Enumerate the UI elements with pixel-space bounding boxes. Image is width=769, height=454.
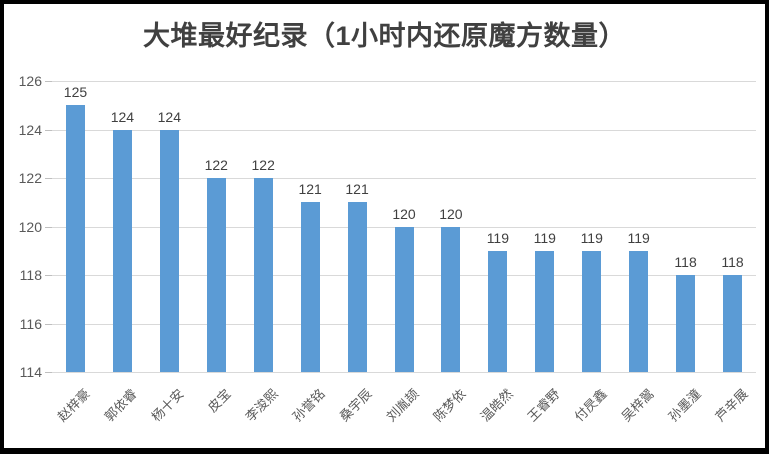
bar: [535, 250, 555, 372]
bar-value-label: 119: [486, 229, 510, 246]
y-axis-tick-label: 118: [19, 267, 42, 283]
bar-value-label: 124: [157, 108, 181, 125]
bar-value-label: 120: [439, 205, 463, 222]
y-axis-tick-label: 126: [18, 73, 42, 89]
y-axis-tick: [45, 81, 52, 82]
bar-value-label: 120: [392, 205, 416, 222]
bar-chart-plot-area: 114 116 118 120 122 124 126 125 赵梓豪 124 郭依睿 124 杨十安 1…: [4, 4, 765, 448]
bar-value-label: 119: [580, 229, 603, 246]
x-axis-category-label: 陈梦依: [430, 386, 469, 425]
bar-value-label: 121: [345, 181, 369, 198]
chart-title: 大堆最好纪录（1小时内还原魔方数量）: [142, 21, 626, 51]
bar-value-label: 122: [204, 157, 228, 173]
bar: [159, 129, 179, 372]
bar: [300, 202, 320, 372]
y-gridline: [52, 81, 756, 82]
y-gridline: [52, 178, 756, 179]
x-axis-category-label: 刘胤颉: [383, 386, 422, 425]
bar: [441, 226, 461, 372]
bar: [206, 178, 226, 372]
x-axis-category-label: 郭依睿: [101, 386, 141, 425]
y-axis-tick-label: 114: [19, 364, 42, 380]
x-axis-category-label: 孙誉铭: [289, 386, 328, 425]
bar: [347, 202, 367, 372]
bar: [723, 275, 743, 372]
y-gridline: [52, 372, 756, 373]
y-axis-tick: [45, 129, 52, 131]
y-axis-tick: [45, 323, 52, 325]
x-axis-category-label: 皮宝: [204, 386, 234, 416]
bar-value-label: 122: [251, 157, 275, 173]
y-axis-tick: [45, 275, 52, 276]
bar-value-label: 118: [674, 254, 697, 270]
bar: [253, 178, 273, 372]
y-axis-tick-label: 124: [18, 121, 42, 138]
y-axis-tick: [45, 178, 52, 179]
bar: [676, 275, 696, 372]
x-axis-category-label: 杨十安: [148, 386, 188, 425]
bar: [488, 250, 508, 372]
y-axis-tick-label: 116: [19, 315, 42, 332]
bar-value-label: 124: [110, 108, 135, 125]
bar: [394, 226, 414, 372]
x-axis-category-label: 赵梓豪: [54, 386, 94, 425]
x-axis-category-label: 孙墨潼: [665, 386, 704, 425]
bar-value-label: 125: [63, 84, 88, 101]
bar: [112, 129, 132, 372]
x-axis-category-label: 王睿野: [524, 386, 563, 425]
y-axis-tick: [45, 372, 52, 373]
x-axis-category-label: 桑宇辰: [336, 386, 375, 425]
y-gridline: [52, 129, 756, 131]
x-axis-category-label: 芦辛展: [712, 386, 751, 425]
x-axis-category-label: 温皓然: [477, 386, 516, 425]
y-axis-tick: [45, 226, 52, 228]
bar-value-label: 119: [627, 229, 650, 246]
x-axis-category-label: 李浚熙: [242, 386, 281, 425]
x-axis-category-label: 付昃鑫: [571, 386, 610, 425]
bar-value-label: 118: [721, 254, 744, 270]
x-axis-category-label: 吴梓翯: [618, 386, 657, 425]
y-axis-tick-label: 122: [18, 170, 42, 186]
bar-value-label: 121: [298, 181, 322, 198]
bar: [582, 250, 602, 372]
bar: [629, 250, 649, 372]
y-axis-tick-label: 120: [18, 218, 42, 235]
bar-value-label: 119: [533, 229, 556, 246]
bar: [65, 105, 85, 372]
